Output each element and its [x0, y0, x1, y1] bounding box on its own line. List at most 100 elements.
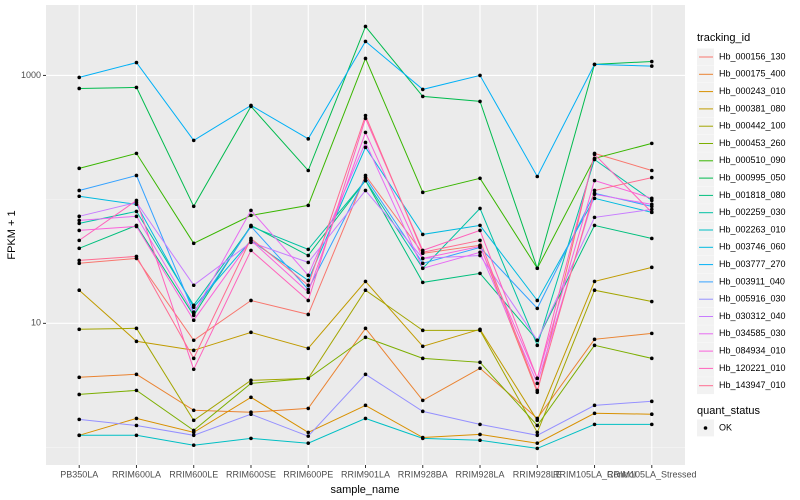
data-point: [134, 173, 139, 178]
data-point: [191, 443, 196, 448]
data-point: [478, 328, 482, 333]
data-point: [306, 168, 311, 173]
data-point: [191, 428, 196, 433]
data-point: [134, 326, 139, 331]
data-point: [478, 360, 482, 365]
data-point: [363, 113, 368, 118]
data-point: [420, 344, 425, 349]
legend-label: Hb_034585_030: [719, 328, 786, 338]
data-point: [649, 196, 654, 201]
data-point: [363, 175, 368, 180]
data-point: [478, 244, 482, 249]
data-point: [306, 434, 311, 438]
data-point: [77, 392, 82, 397]
data-point: [420, 266, 425, 271]
data-point: [535, 343, 540, 348]
data-point: [77, 86, 82, 91]
data-point: [249, 330, 253, 335]
data-point: [249, 436, 253, 441]
data-point: [363, 130, 368, 135]
data-point: [478, 250, 482, 255]
data-point: [134, 209, 139, 214]
data-point: [77, 417, 82, 422]
data-point: [134, 388, 139, 393]
legend-label: Hb_030312_040: [719, 311, 786, 321]
data-point: [134, 214, 139, 219]
legend-label: Hb_000243_010: [719, 86, 786, 96]
data-point: [249, 224, 253, 229]
data-point: [420, 409, 425, 414]
x-tick-label: RRIM901LA: [341, 469, 390, 479]
data-point: [77, 327, 82, 332]
legend-label: Hb_000442_100: [719, 121, 786, 131]
data-point: [134, 339, 139, 344]
data-point: [249, 298, 253, 303]
data-point: [363, 145, 368, 150]
data-point: [420, 94, 425, 99]
legend-label: Hb_000453_260: [719, 138, 786, 148]
data-point: [191, 408, 196, 413]
legend-label: Hb_003746_060: [719, 242, 786, 252]
legend-title: quant_status: [697, 405, 760, 417]
data-point: [649, 265, 654, 270]
data-point: [134, 372, 139, 377]
data-point: [649, 299, 654, 304]
data-point: [592, 422, 597, 427]
data-point: [134, 198, 139, 203]
legend-swatch: [703, 426, 708, 430]
data-point: [191, 338, 196, 343]
data-point: [535, 430, 540, 435]
data-point: [306, 278, 311, 283]
data-point: [363, 178, 368, 183]
data-point: [649, 207, 654, 212]
legend-label: Hb_005916_030: [719, 294, 786, 304]
data-point: [649, 331, 654, 336]
data-point: [478, 223, 482, 228]
data-point: [191, 418, 196, 423]
data-point: [592, 192, 597, 197]
data-point: [592, 196, 597, 201]
data-point: [306, 247, 311, 252]
data-point: [306, 283, 311, 288]
data-point: [649, 59, 654, 64]
data-point: [249, 213, 253, 218]
data-point: [649, 210, 654, 215]
data-point: [191, 241, 196, 246]
data-point: [306, 406, 311, 411]
data-point: [420, 250, 425, 255]
data-point: [77, 375, 82, 380]
data-point: [249, 381, 253, 386]
data-point: [363, 188, 368, 193]
data-point: [649, 399, 654, 404]
data-point: [306, 203, 311, 208]
data-point: [77, 288, 82, 293]
data-point: [77, 238, 82, 243]
data-point: [363, 372, 368, 377]
data-point: [535, 388, 540, 393]
data-point: [363, 24, 368, 29]
data-point: [306, 441, 311, 445]
data-point: [77, 214, 82, 219]
data-point: [134, 423, 139, 428]
data-point: [535, 381, 540, 386]
data-point: [363, 326, 368, 331]
data-point: [363, 403, 368, 408]
data-point: [420, 256, 425, 261]
x-tick-label: RRIM928LE: [513, 469, 562, 479]
data-point: [478, 99, 482, 104]
data-point: [649, 356, 654, 361]
data-point: [191, 356, 196, 361]
legend-label: Hb_000510_090: [719, 155, 786, 165]
data-point: [77, 218, 82, 223]
data-point: [535, 433, 540, 438]
data-point: [134, 224, 139, 229]
data-point: [306, 273, 311, 278]
data-point: [191, 305, 196, 309]
data-point: [306, 430, 311, 435]
data-point: [535, 298, 540, 303]
data-point: [363, 140, 368, 145]
data-point: [77, 261, 82, 266]
data-point: [535, 446, 540, 451]
data-point: [306, 260, 311, 265]
